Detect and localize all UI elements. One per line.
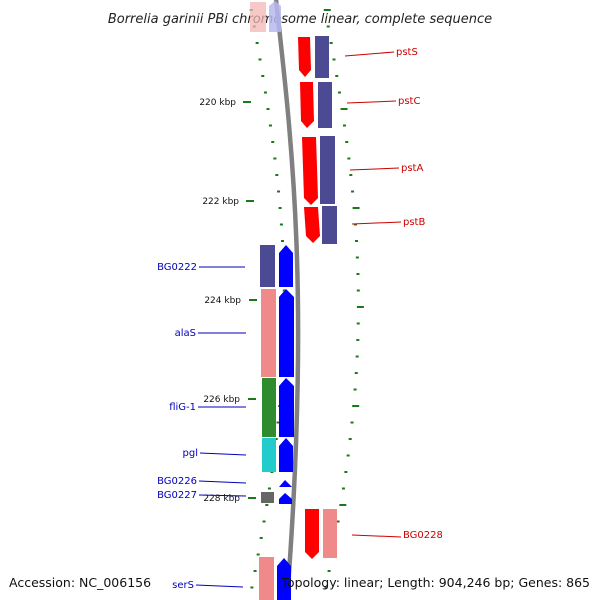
tick-label: 228 kbp [203,494,240,504]
gene-block [320,136,335,204]
feature-group-BG0228 [305,509,337,559]
cds-arrow [305,509,319,559]
gene-label-BG0228: BG0228 [403,530,443,541]
tick-label: 222 kbp [202,197,239,207]
gene-label-pstC: pstC [398,96,420,107]
feature-group-pstB [304,206,337,244]
gene-label-BG0227: BG0227 [157,490,197,501]
cds-arrow [279,289,294,377]
label-connector [351,221,402,225]
gene-block [259,557,274,600]
topology-text: Topology: linear; Length: 904,246 bp; Ge… [280,575,590,590]
cds-arrow [298,37,311,77]
gene-label-serS: serS [172,580,194,591]
tick-label: 220 kbp [199,98,236,108]
tick-label: 226 kbp [203,395,240,405]
feature-group-pstS [298,36,329,78]
cds-arrow [279,378,294,437]
label-connector [349,167,400,171]
gene-labels-right: pstS pstC pstA pstB BG0228 [344,47,443,541]
label-connector [199,452,247,456]
label-connector [195,584,244,588]
feature-group-fliG-1 [262,378,294,437]
tick-label: 224 kbp [204,296,241,306]
map-title: Borrelia garinii PBi chromosome linear, … [108,12,492,27]
feature-group-alaS [261,289,294,377]
gene-block [323,509,337,558]
gene-block [261,492,274,503]
cds-arrow [279,493,292,504]
label-connector [351,534,402,538]
scale-labels: 220 kbp 222 kbp 224 kbp 226 kbp 228 kbp [199,98,257,504]
cds-arrow [302,137,318,205]
feature-faded-blue [269,1,281,32]
cds-arrow [277,558,291,600]
gene-labels-left: BG0222 alaS fliG-1 pgl BG0226 BG0227 ser… [157,262,247,591]
gene-label-alaS: alaS [175,328,196,339]
gene-block [318,82,332,128]
feature-faded-pink [250,2,266,32]
feature-group-BG0227 [261,492,292,504]
gene-label-pstA: pstA [401,163,423,174]
chromosome-backbone [273,0,301,600]
gene-label-fliG-1: fliG-1 [169,402,196,413]
gene-label-BG0226: BG0226 [157,476,197,487]
feature-BG0226-arrow [279,480,292,487]
gene-block [322,206,337,244]
gene-label-pstB: pstB [403,217,425,228]
cds-arrow [300,82,314,128]
gene-label-pstS: pstS [396,47,418,58]
gene-block [315,36,329,78]
cds-arrow [279,245,293,287]
gene-block [261,289,276,377]
cds-arrow [304,207,320,243]
gene-block [262,378,276,437]
label-connector [344,51,395,57]
feature-group-BG0222 [260,245,293,287]
label-connector [198,480,247,484]
feature-group-pstC [300,82,332,128]
gene-block [260,245,275,287]
accession-text: Accession: NC_006156 [9,575,151,590]
cds-arrow [279,438,293,472]
feature-group-pstA [302,136,335,205]
gene-block [262,438,276,472]
label-connector [198,494,247,497]
feature-group-serS [259,557,291,600]
feature-group-pgl [262,438,293,472]
gene-label-BG0222: BG0222 [157,262,197,273]
gene-label-pgl: pgl [183,448,198,459]
label-connector [346,100,397,104]
